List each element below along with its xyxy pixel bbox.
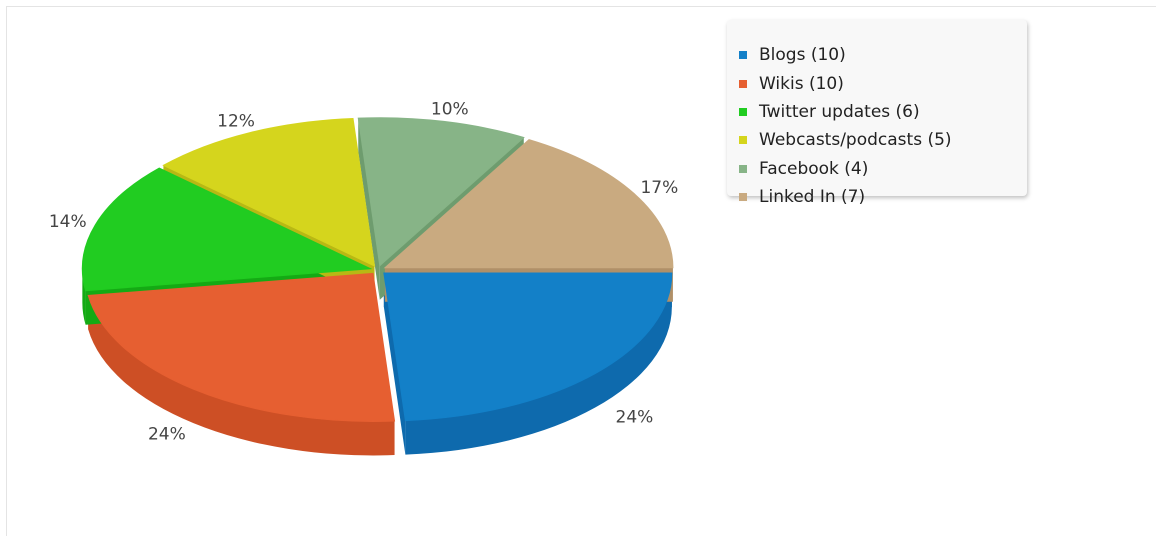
pie-slice-blogs[interactable] — [383, 272, 673, 422]
pie-slice-linked-in[interactable] — [383, 139, 674, 269]
legend-swatch-twitter-updates — [739, 108, 747, 116]
pie-label-linked-in: 17% — [640, 178, 678, 198]
pie-side-blogs — [405, 272, 672, 455]
pie-edge-blogs-1 — [383, 272, 406, 455]
legend-item-linked-in[interactable]: Linked In (7) — [739, 187, 865, 207]
pie-side-wikis — [88, 295, 395, 456]
pie-slice-facebook[interactable] — [357, 117, 525, 267]
pie-tops — [81, 117, 674, 422]
legend-item-wikis[interactable]: Wikis (10) — [739, 74, 844, 94]
legend-label-linked-in: Linked In (7) — [759, 187, 866, 207]
pie-slice-twitter-updates[interactable] — [81, 167, 373, 292]
pie-slice-webcasts-podcasts[interactable] — [162, 117, 376, 267]
legend-swatch-facebook — [739, 165, 747, 173]
pie-label-webcasts-podcasts: 12% — [217, 112, 255, 132]
legend-swatch-linked-in — [739, 193, 747, 201]
legend-item-twitter-updates[interactable]: Twitter updates (6) — [739, 102, 920, 122]
legend-swatch-wikis — [739, 80, 747, 88]
pie-label-facebook: 10% — [431, 99, 469, 119]
legend-swatch-webcasts-podcasts — [739, 136, 747, 144]
pie-label-twitter-updates: 14% — [49, 212, 87, 232]
chart-legend: Blogs (10) Wikis (10) Twitter updates (6… — [727, 20, 1027, 207]
legend-label-facebook: Facebook (4) — [759, 159, 869, 179]
legend-item-webcasts-podcasts[interactable]: Webcasts/podcasts (5) — [739, 130, 952, 150]
pie-edge-facebook-0 — [358, 118, 380, 300]
legend-label-blogs: Blogs (10) — [759, 45, 846, 65]
legend-label-wikis: Wikis (10) — [759, 74, 844, 94]
legend-item-facebook[interactable]: Facebook (4) — [739, 159, 868, 179]
legend-item-blogs[interactable]: Blogs (10) — [739, 45, 846, 65]
pie-chart: 24% 24% 14% 12% 10% 17% — [49, 99, 678, 456]
legend-swatch-blogs — [739, 51, 747, 59]
legend-label-webcasts-podcasts: Webcasts/podcasts (5) — [759, 130, 952, 150]
legend-label-twitter-updates: Twitter updates (6) — [759, 102, 920, 122]
pie-labels: 24% 24% 14% 12% 10% 17% — [49, 99, 678, 444]
pie-label-wikis: 24% — [148, 425, 186, 445]
pie-slice-wikis[interactable] — [87, 272, 396, 422]
pie-label-blogs: 24% — [616, 408, 654, 428]
